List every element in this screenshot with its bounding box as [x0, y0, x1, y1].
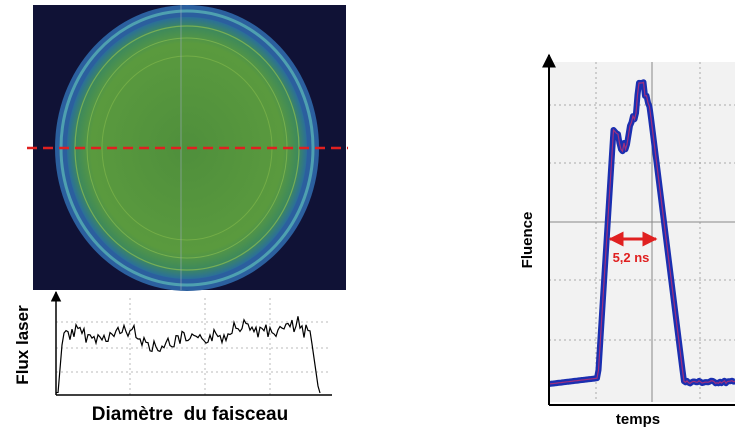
beam-image: [27, 5, 348, 291]
profile-plot: [50, 290, 332, 396]
x-axis-label: temps: [616, 411, 660, 428]
y-axis-label: Flux laser: [13, 305, 32, 385]
x-axis-label: Diamètre du faisceau: [92, 404, 288, 425]
pulse-width-label: 5,2 ns: [613, 250, 650, 265]
y-axis-label: Fluence: [519, 212, 536, 269]
pulse-plot: [542, 53, 735, 406]
